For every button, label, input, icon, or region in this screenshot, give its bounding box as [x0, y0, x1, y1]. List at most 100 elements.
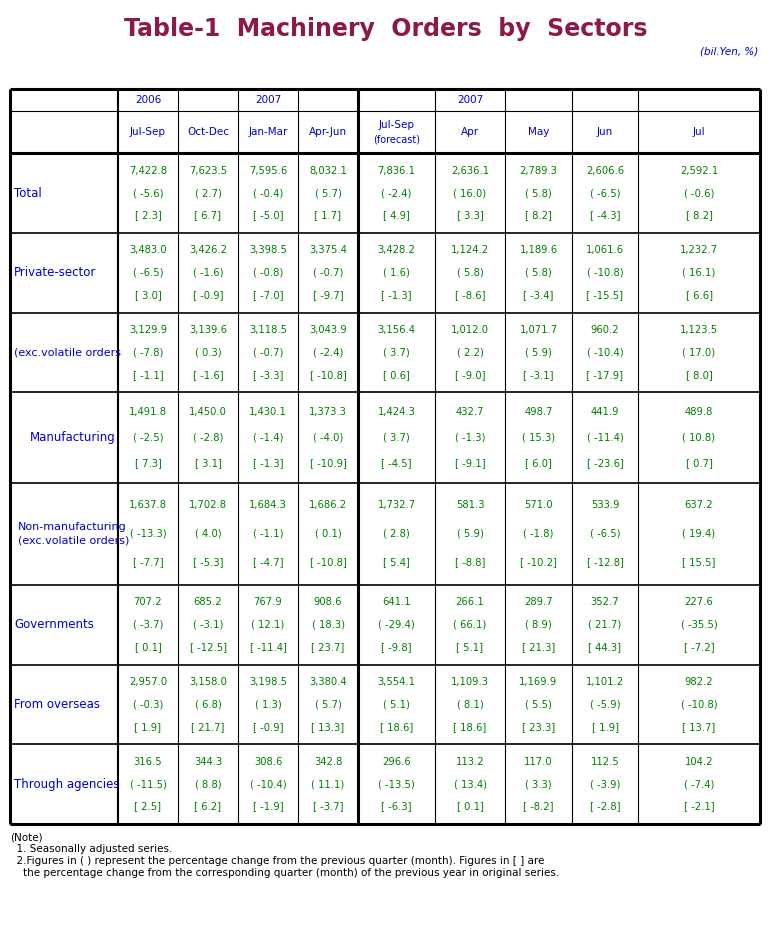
Text: [ -15.5]: [ -15.5]: [587, 290, 624, 300]
Text: 227.6: 227.6: [685, 597, 713, 608]
Text: [ -9.0]: [ -9.0]: [455, 370, 485, 379]
Text: 2,592.1: 2,592.1: [680, 166, 718, 176]
Text: ( 1.6): ( 1.6): [383, 268, 410, 278]
Text: 7,422.8: 7,422.8: [129, 166, 167, 176]
Text: ( -0.3): ( -0.3): [133, 700, 163, 710]
Text: 3,375.4: 3,375.4: [309, 245, 347, 255]
Text: ( 8.9): ( 8.9): [525, 620, 552, 630]
Text: ( 5.8): ( 5.8): [457, 268, 483, 278]
Text: ( -10.4): ( -10.4): [587, 347, 623, 358]
Text: ( -4.0): ( -4.0): [313, 433, 343, 442]
Text: [ -2.8]: [ -2.8]: [590, 802, 620, 811]
Text: [ 2.5]: [ 2.5]: [135, 802, 162, 811]
Text: ( -6.5): ( -6.5): [133, 268, 163, 278]
Text: 641.1: 641.1: [382, 597, 410, 608]
Text: 498.7: 498.7: [524, 408, 553, 417]
Text: ( 0.3): ( 0.3): [195, 347, 221, 358]
Text: 1,101.2: 1,101.2: [586, 677, 624, 687]
Text: [ 5.1]: [ 5.1]: [457, 642, 483, 652]
Text: Oct-Dec: Oct-Dec: [187, 127, 229, 137]
Text: [ -10.9]: [ -10.9]: [309, 458, 346, 469]
Text: 1,686.2: 1,686.2: [309, 500, 347, 511]
Text: ( -5.9): ( -5.9): [590, 700, 620, 710]
Text: ( 5.7): ( 5.7): [315, 188, 342, 198]
Text: Jul: Jul: [693, 127, 705, 137]
Text: ( 17.0): ( 17.0): [683, 347, 716, 358]
Text: ( 5.9): ( 5.9): [525, 347, 552, 358]
Text: ( 5.5): ( 5.5): [525, 700, 552, 710]
Text: 1,637.8: 1,637.8: [129, 500, 167, 511]
Text: 3,483.0: 3,483.0: [129, 245, 167, 255]
Text: 1,071.7: 1,071.7: [519, 325, 557, 335]
Text: ( -35.5): ( -35.5): [680, 620, 717, 630]
Text: [ 6.0]: [ 6.0]: [525, 458, 552, 469]
Text: 1,430.1: 1,430.1: [249, 408, 287, 417]
Text: [ -1.3]: [ -1.3]: [253, 458, 283, 469]
Text: Total: Total: [14, 187, 42, 200]
Text: 3,380.4: 3,380.4: [309, 677, 347, 687]
Text: ( -10.4): ( -10.4): [250, 779, 286, 789]
Text: Jun: Jun: [597, 127, 613, 137]
Text: ( -6.5): ( -6.5): [590, 529, 620, 539]
Text: 767.9: 767.9: [254, 597, 282, 608]
Text: [ 6.7]: [ 6.7]: [195, 210, 222, 221]
Text: ( 4.0): ( 4.0): [195, 529, 221, 539]
Text: 308.6: 308.6: [254, 757, 282, 767]
Text: [ 0.7]: [ 0.7]: [686, 458, 713, 469]
Text: 2.Figures in ( ) represent the percentage change from the previous quarter (mont: 2.Figures in ( ) represent the percentag…: [10, 856, 544, 866]
Text: 3,198.5: 3,198.5: [249, 677, 287, 687]
Text: ( 3.7): ( 3.7): [383, 347, 410, 358]
Text: ( 13.4): ( 13.4): [454, 779, 486, 789]
Text: ( 5.7): ( 5.7): [315, 700, 342, 710]
Text: Apr: Apr: [461, 127, 479, 137]
Text: [ -9.7]: [ -9.7]: [313, 290, 343, 300]
Text: 432.7: 432.7: [456, 408, 484, 417]
Text: Non-manufacturing: Non-manufacturing: [18, 522, 127, 532]
Text: 1,424.3: 1,424.3: [377, 408, 415, 417]
Text: 441.9: 441.9: [591, 408, 619, 417]
Text: [ 18.6]: [ 18.6]: [454, 722, 487, 731]
Text: Through agencies: Through agencies: [14, 777, 120, 791]
Text: 342.8: 342.8: [314, 757, 342, 767]
Text: ( -7.4): ( -7.4): [684, 779, 714, 789]
Text: [ -8.6]: [ -8.6]: [455, 290, 485, 300]
Text: 352.7: 352.7: [591, 597, 619, 608]
Text: ( 66.1): ( 66.1): [454, 620, 487, 630]
Text: ( -2.8): ( -2.8): [192, 433, 223, 442]
Text: Table-1  Machinery  Orders  by  Sectors: Table-1 Machinery Orders by Sectors: [124, 17, 648, 41]
Text: (forecast): (forecast): [373, 134, 420, 145]
Text: [ -3.1]: [ -3.1]: [523, 370, 553, 379]
Text: ( 2.2): ( 2.2): [457, 347, 483, 358]
Text: [ -3.3]: [ -3.3]: [253, 370, 283, 379]
Text: ( -11.5): ( -11.5): [130, 779, 166, 789]
Text: 960.2: 960.2: [591, 325, 619, 335]
Text: ( 5.1): ( 5.1): [383, 700, 410, 710]
Text: Private-sector: Private-sector: [14, 267, 97, 279]
Text: (Note): (Note): [10, 832, 43, 842]
Text: ( -10.8): ( -10.8): [681, 700, 717, 710]
Text: 581.3: 581.3: [456, 500, 484, 511]
Text: [ -10.8]: [ -10.8]: [310, 558, 346, 567]
Text: 685.2: 685.2: [194, 597, 223, 608]
Text: 7,623.5: 7,623.5: [189, 166, 227, 176]
Text: 7,595.6: 7,595.6: [249, 166, 287, 176]
Text: 637.2: 637.2: [685, 500, 713, 511]
Text: ( -3.9): ( -3.9): [590, 779, 620, 789]
Text: [ 7.3]: [ 7.3]: [135, 458, 162, 469]
Text: ( 19.4): ( 19.4): [683, 529, 716, 539]
Text: ( 0.1): ( 0.1): [315, 529, 342, 539]
Text: ( 21.7): ( 21.7): [588, 620, 621, 630]
Text: Jul-Sep: Jul-Sep: [379, 120, 414, 131]
Text: [ 13.3]: [ 13.3]: [312, 722, 345, 731]
Text: Manufacturing: Manufacturing: [30, 431, 116, 444]
Text: ( -2.4): ( -2.4): [381, 188, 412, 198]
Text: [ -1.9]: [ -1.9]: [253, 802, 284, 811]
Text: [ 6.6]: [ 6.6]: [686, 290, 713, 300]
Text: ( -3.7): ( -3.7): [133, 620, 163, 630]
Text: 571.0: 571.0: [524, 500, 553, 511]
Text: [ -12.8]: [ -12.8]: [587, 558, 624, 567]
Text: 2007: 2007: [255, 95, 281, 105]
Text: 1,732.7: 1,732.7: [377, 500, 416, 511]
Text: [ 0.6]: [ 0.6]: [383, 370, 410, 379]
Text: 1,012.0: 1,012.0: [451, 325, 489, 335]
